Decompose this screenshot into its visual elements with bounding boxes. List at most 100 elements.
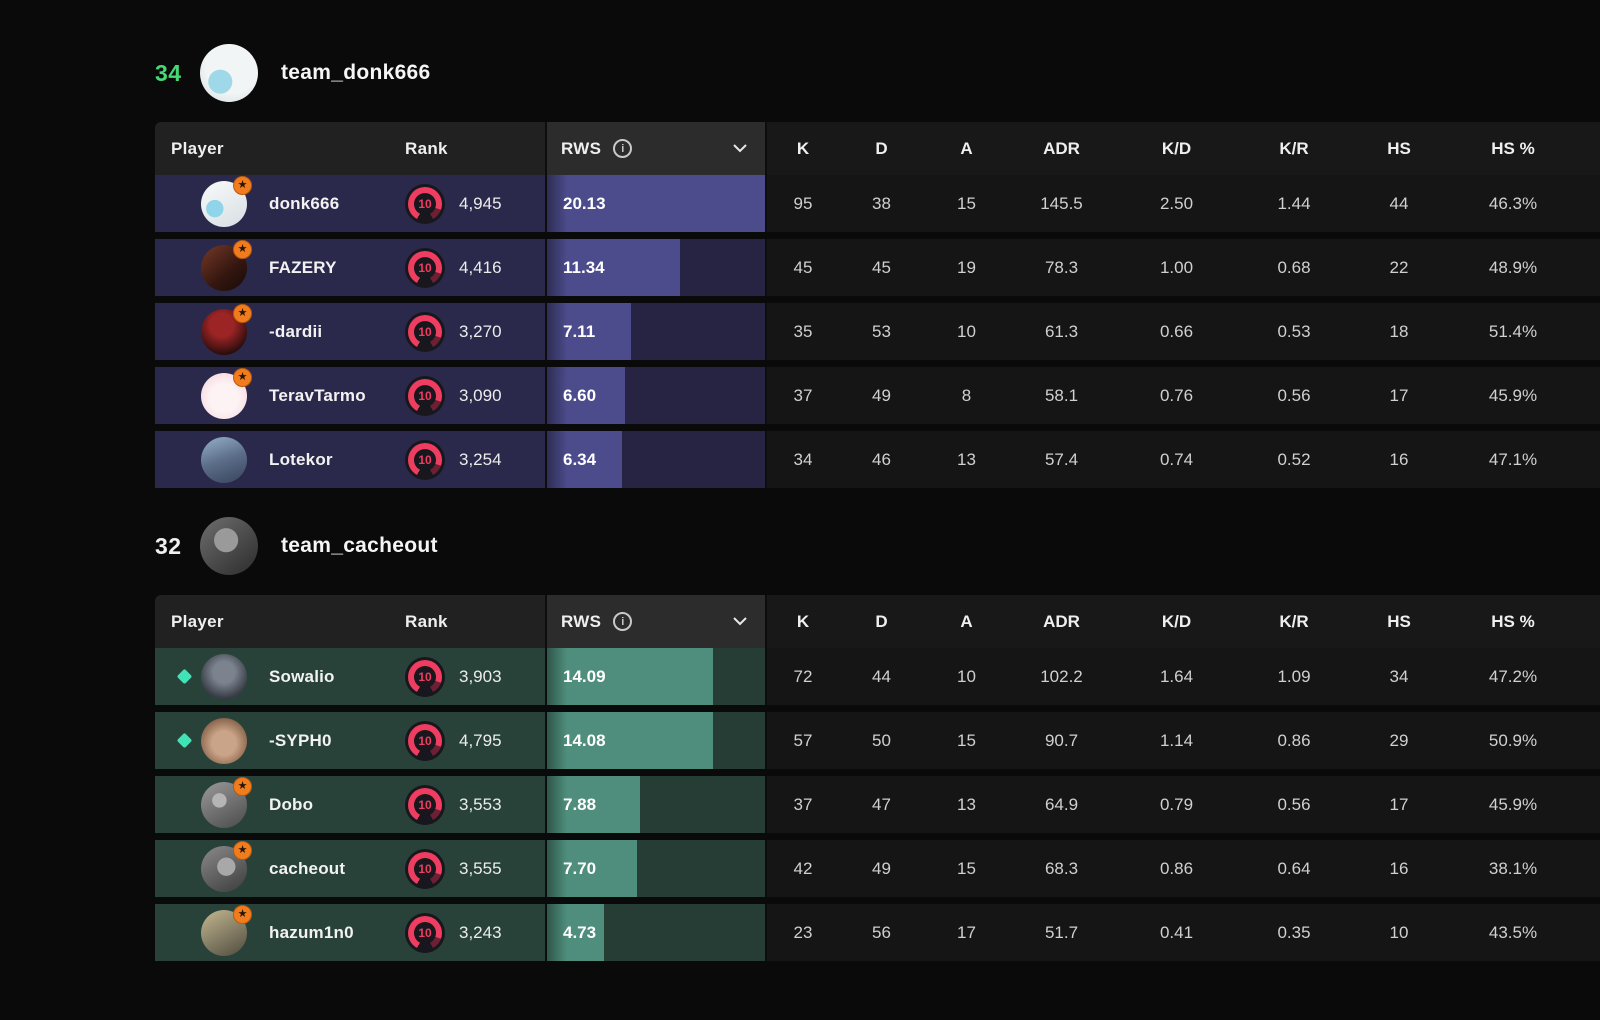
player-row[interactable]: ★ FAZERY 10 4,416 11.34 45 45 19 78.3 1.… (155, 239, 1600, 296)
chevron-down-icon[interactable] (733, 144, 747, 153)
col-header-kd[interactable]: K/D (1161, 138, 1192, 158)
stat-a: 13 (957, 449, 976, 469)
info-icon[interactable]: i (613, 139, 633, 158)
stat-hs: 17 (1389, 794, 1409, 814)
rws-bar (547, 431, 623, 488)
stat-hs: 17 (1389, 385, 1409, 405)
stat-kr: 0.56 (1277, 385, 1311, 405)
col-header-rws-sort[interactable]: RWS i (545, 595, 765, 648)
col-header-d[interactable]: D (875, 611, 888, 631)
col-header-adr[interactable]: ADR (1043, 611, 1080, 631)
stat-hs-pct: 47.1% (1488, 449, 1538, 469)
info-icon[interactable]: i (613, 612, 633, 631)
stat-k: 37 (793, 794, 813, 814)
stat-kr: 0.53 (1277, 321, 1311, 341)
col-header-player[interactable]: Player (155, 122, 405, 175)
stat-adr: 57.4 (1044, 449, 1079, 469)
col-header-kr[interactable]: K/R (1279, 611, 1309, 631)
col-header-rws-sort[interactable]: RWS i (545, 122, 765, 175)
stat-kr: 1.09 (1277, 666, 1311, 686)
rws-cell: 14.08 (545, 712, 765, 769)
rws-value: 7.11 (563, 321, 596, 341)
chevron-down-icon[interactable] (733, 617, 747, 626)
col-header-d[interactable]: D (875, 138, 888, 158)
col-header-kd[interactable]: K/D (1161, 611, 1192, 631)
stat-hs-pct: 45.9% (1488, 794, 1538, 814)
player-avatar: ★ (201, 367, 252, 419)
stat-adr: 61.3 (1044, 321, 1079, 341)
player-avatar (201, 436, 247, 483)
player-avatar (201, 717, 247, 764)
col-header-kr[interactable]: K/R (1279, 138, 1309, 158)
stat-kr: 1.44 (1277, 193, 1311, 213)
col-header-rank[interactable]: Rank (405, 595, 545, 648)
stat-adr: 102.2 (1040, 666, 1083, 686)
rank-level-badge: 10 (405, 439, 445, 480)
player-row[interactable]: Sowalio 10 3,903 14.09 72 44 10 102.2 1.… (155, 648, 1600, 705)
player-avatar: ★ (201, 904, 252, 956)
player-name: -SYPH0 (269, 730, 332, 750)
player-avatar: ★ (201, 776, 252, 828)
player-name: Sowalio (269, 666, 335, 686)
stat-a: 10 (957, 666, 976, 686)
player-row[interactable]: ★ -dardii 10 3,270 7.11 35 53 10 61.3 0.… (155, 303, 1600, 360)
col-header-player[interactable]: Player (155, 595, 405, 648)
col-header-hs-pct[interactable]: HS % (1491, 138, 1535, 158)
team-stats-table: Player Rank RWS i K D A ADR K/D K/R HS H… (155, 122, 1600, 488)
col-header-hs-pct[interactable]: HS % (1491, 611, 1535, 631)
stat-kr: 0.86 (1277, 730, 1311, 750)
col-header-rank[interactable]: Rank (405, 122, 545, 175)
stat-hs-pct: 47.2% (1488, 666, 1538, 686)
rank-points: 3,555 (459, 858, 502, 878)
rws-bar (547, 175, 765, 232)
stat-d: 45 (872, 257, 891, 277)
col-header-k[interactable]: K (796, 611, 810, 631)
col-header-hs[interactable]: HS (1387, 611, 1411, 631)
rws-value: 7.70 (563, 858, 597, 878)
rank-points: 4,416 (459, 257, 502, 277)
stat-d: 56 (872, 922, 891, 942)
stat-k: 23 (793, 922, 813, 942)
rws-value: 14.08 (563, 730, 606, 750)
rank-level-badge: 10 (405, 848, 445, 889)
stat-kd: 0.86 (1159, 858, 1194, 878)
team-logo (200, 517, 258, 575)
rws-bar (547, 840, 638, 897)
rank-level-badge: 10 (405, 656, 445, 697)
stat-hs-pct: 38.1% (1488, 858, 1538, 878)
stat-kr: 0.56 (1277, 794, 1311, 814)
player-row[interactable]: ★ hazum1n0 10 3,243 4.73 23 56 17 51.7 0… (155, 904, 1600, 961)
stat-hs: 34 (1389, 666, 1409, 686)
player-row[interactable]: Lotekor 10 3,254 6.34 34 46 13 57.4 0.74… (155, 431, 1600, 488)
rws-bar (547, 648, 713, 705)
player-row[interactable]: ★ cacheout 10 3,555 7.70 42 49 15 68.3 0… (155, 840, 1600, 897)
stat-kd: 1.00 (1159, 257, 1194, 277)
col-header-hs[interactable]: HS (1387, 138, 1411, 158)
stat-hs-pct: 51.4% (1488, 321, 1538, 341)
stat-adr: 68.3 (1044, 858, 1079, 878)
col-header-k[interactable]: K (796, 138, 810, 158)
player-row[interactable]: ★ TeravTarmo 10 3,090 6.60 37 49 8 58.1 … (155, 367, 1600, 424)
stat-d: 49 (872, 385, 891, 405)
rws-value: 14.09 (563, 666, 606, 686)
col-header-adr[interactable]: ADR (1043, 138, 1080, 158)
player-name: hazum1n0 (269, 922, 354, 942)
rws-cell: 7.70 (545, 840, 765, 897)
player-row[interactable]: -SYPH0 10 4,795 14.08 57 50 15 90.7 1.14… (155, 712, 1600, 769)
player-row[interactable]: ★ Dobo 10 3,553 7.88 37 47 13 64.9 0.79 … (155, 776, 1600, 833)
col-header-a[interactable]: A (960, 138, 973, 158)
team-header: 32 team_cacheout (155, 513, 1600, 579)
diamond-marker-icon (176, 668, 193, 685)
col-header-a[interactable]: A (960, 611, 973, 631)
star-badge-icon: ★ (233, 303, 252, 323)
stat-a: 15 (957, 193, 976, 213)
rws-value: 20.13 (563, 193, 606, 213)
player-avatar: ★ (201, 239, 252, 291)
stat-kd: 0.76 (1159, 385, 1194, 405)
rank-level-badge: 10 (405, 784, 445, 825)
player-row[interactable]: ★ donk666 10 4,945 20.13 95 38 15 145.5 … (155, 175, 1600, 232)
stat-adr: 145.5 (1040, 193, 1083, 213)
stat-hs: 16 (1389, 449, 1409, 469)
stat-k: 42 (793, 858, 813, 878)
stat-k: 72 (793, 666, 813, 686)
